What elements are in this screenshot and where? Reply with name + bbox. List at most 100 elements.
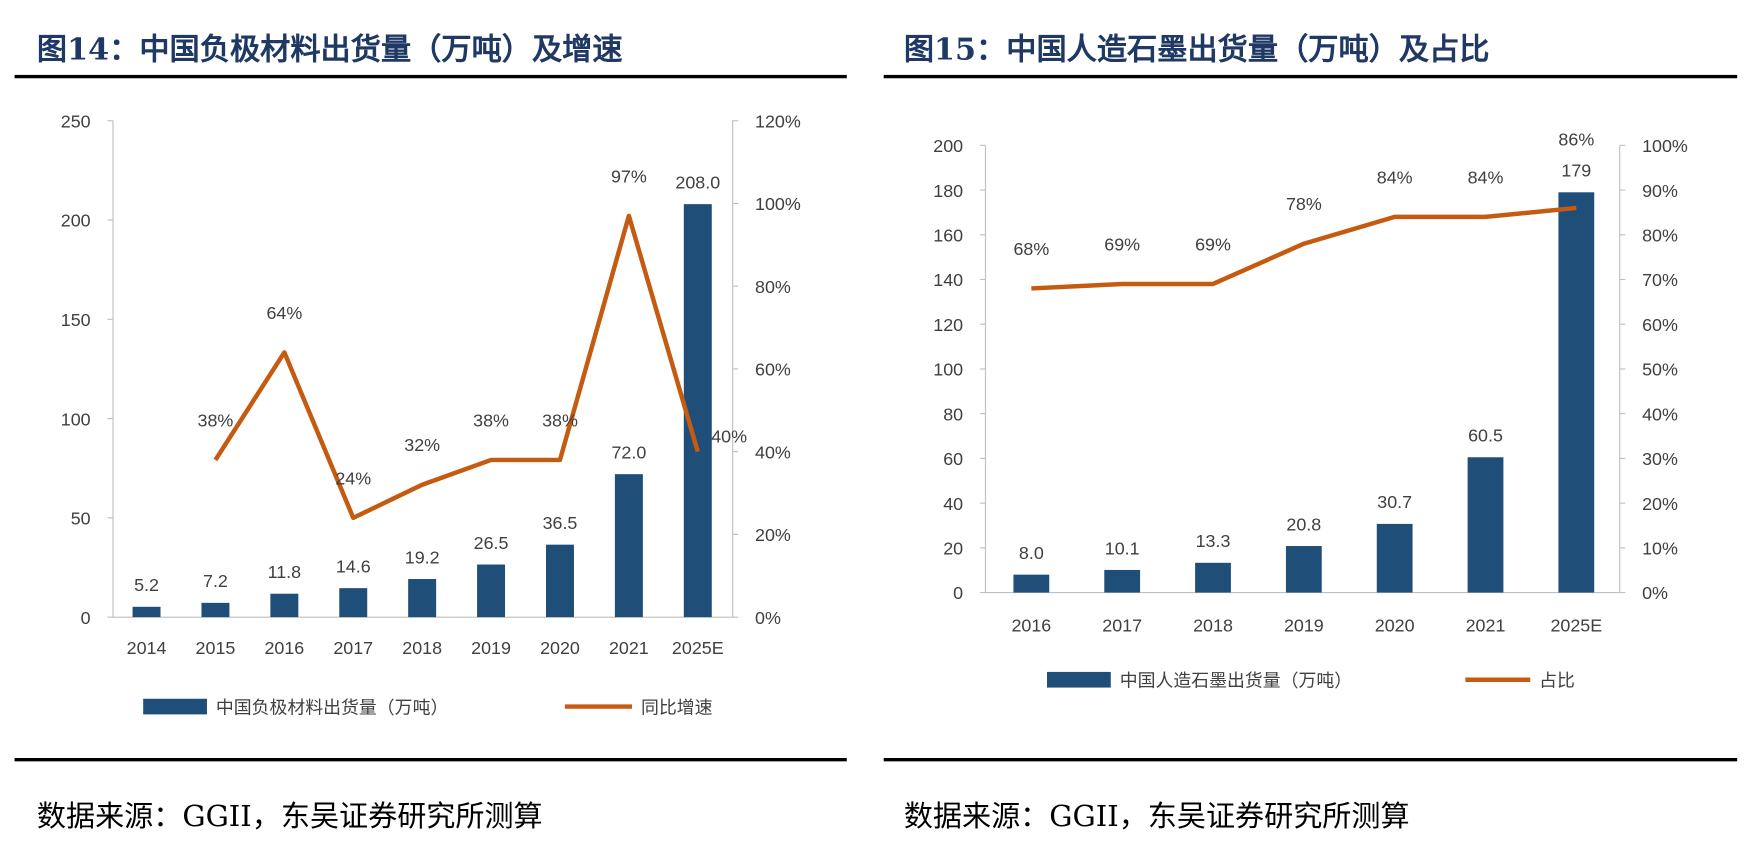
y-tick-label-left: 80 [943, 404, 963, 424]
x-tick-label: 2018 [1193, 616, 1233, 636]
legend-label: 中国人造石墨出货量（万吨） [1120, 670, 1352, 690]
x-tick-label: 2025E [672, 638, 724, 658]
source-note-right: 数据来源：GGII，东吴证券研究所测算 [903, 800, 1410, 835]
bar [270, 593, 299, 618]
line-label: 38% [542, 410, 578, 430]
y-tick-label-right: 90% [1642, 181, 1678, 201]
bar [1195, 562, 1231, 593]
x-tick-label: 2014 [127, 638, 167, 658]
y-tick-label-left: 140 [933, 270, 963, 290]
y-tick-label-left: 50 [71, 509, 91, 529]
line-label: 78% [1286, 194, 1322, 214]
y-tick-label-right: 30% [1642, 449, 1678, 469]
y-tick-label-left: 160 [933, 225, 963, 245]
line-label: 38% [473, 410, 509, 430]
line-series [213, 213, 700, 521]
x-tick-label: 2017 [1102, 616, 1142, 636]
bar-label: 8.0 [1019, 543, 1044, 563]
bar [1285, 546, 1322, 593]
bar [1104, 569, 1141, 593]
line-label: 24% [335, 468, 371, 488]
legend-bar-swatch [1047, 671, 1111, 688]
legend-bar-swatch [143, 698, 207, 715]
line-label: 84% [1468, 167, 1504, 187]
line-label: 68% [1013, 239, 1049, 259]
y-tick-label-right: 40% [755, 442, 791, 462]
bar-label: 19.2 [405, 547, 440, 567]
line-label: 38% [198, 410, 234, 430]
y-tick-label-right: 20% [1642, 494, 1678, 514]
bar [339, 588, 368, 618]
y-tick-label-right: 100% [755, 194, 801, 214]
y-tick-label-right: 0% [755, 608, 781, 628]
bar-label: 208.0 [675, 172, 720, 192]
y-tick-label-right: 100% [1642, 136, 1688, 156]
y-tick-label-left: 200 [933, 136, 963, 156]
line-series [1031, 205, 1577, 291]
line-label: 97% [611, 166, 647, 186]
chart-title-right: 图15：中国人造石墨出货量（万吨）及占比 [903, 32, 1490, 68]
y-tick-label-right: 120% [755, 111, 801, 131]
x-tick-label: 2019 [1284, 616, 1324, 636]
y-tick-label-left: 120 [933, 315, 963, 335]
x-tick-label: 2021 [609, 638, 649, 658]
bar [614, 474, 643, 618]
y-tick-label-left: 0 [953, 583, 963, 603]
y-tick-label-left: 150 [61, 310, 91, 330]
line-label: 69% [1104, 234, 1140, 254]
x-tick-label: 2020 [540, 638, 580, 658]
y-tick-label-left: 60 [943, 449, 963, 469]
legend-label: 中国负极材料出货量（万吨） [216, 697, 448, 717]
y-tick-label-left: 180 [933, 181, 963, 201]
y-tick-label-left: 250 [61, 111, 91, 131]
y-tick-label-right: 70% [1642, 270, 1678, 290]
y-tick-label-left: 200 [61, 211, 91, 231]
bar-label: 30.7 [1377, 492, 1412, 512]
bar [1467, 457, 1504, 593]
x-tick-label: 2021 [1466, 616, 1506, 636]
line-label: 84% [1377, 167, 1413, 187]
line-label: 32% [404, 435, 440, 455]
line-label: 86% [1558, 129, 1594, 149]
x-tick-label: 2020 [1375, 616, 1415, 636]
y-tick-label-left: 0 [81, 608, 91, 628]
divider [883, 758, 1738, 762]
y-tick-label-right: 0% [1642, 583, 1668, 603]
legend-label: 占比 [1539, 670, 1575, 690]
y-tick-label-right: 50% [1642, 360, 1678, 380]
y-tick-label-left: 100 [933, 360, 963, 380]
bar-label: 13.3 [1196, 531, 1231, 551]
bar-label: 36.5 [543, 513, 578, 533]
bar [1376, 523, 1413, 593]
y-tick-label-right: 60% [1642, 315, 1678, 335]
bar [201, 602, 230, 618]
bar [477, 564, 506, 618]
bar-label: 20.8 [1286, 514, 1321, 534]
x-tick-label: 2016 [264, 638, 304, 658]
y-tick-label-right: 80% [755, 277, 791, 297]
bar-label: 26.5 [474, 533, 509, 553]
y-tick-label-right: 60% [755, 360, 791, 380]
bar-label: 72.0 [611, 443, 646, 463]
bar-label: 11.8 [268, 562, 302, 582]
y-tick-label-right: 80% [1642, 225, 1678, 245]
x-tick-label: 2016 [1011, 616, 1051, 636]
y-tick-label-right: 20% [755, 525, 791, 545]
bar [132, 606, 161, 618]
y-tick-label-left: 40 [943, 494, 963, 514]
y-tick-label-right: 10% [1642, 539, 1678, 559]
bar [1013, 574, 1050, 593]
bar [408, 579, 437, 618]
line-label: 64% [266, 303, 302, 323]
y-tick-label-left: 100 [61, 409, 91, 429]
bar-label: 10.1 [1105, 538, 1140, 558]
x-tick-label: 2018 [402, 638, 442, 658]
x-tick-label: 2015 [196, 638, 236, 658]
x-tick-label: 2025E [1550, 616, 1602, 636]
bar-label: 14.6 [336, 556, 371, 576]
chart-title-left: 图14：中国负极材料出货量（万吨）及增速 [36, 32, 623, 68]
bar [683, 204, 712, 618]
divider [14, 758, 847, 762]
